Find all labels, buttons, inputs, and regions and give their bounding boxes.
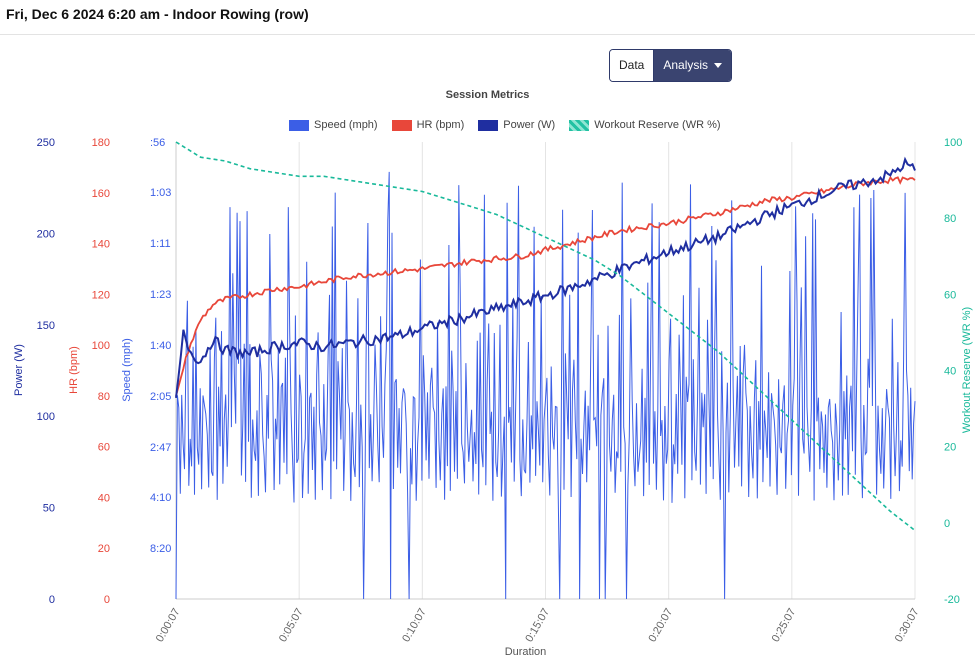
legend-swatch-hr xyxy=(391,119,412,131)
hr-tick-label: 100 xyxy=(92,340,110,352)
power-tick-label: 200 xyxy=(37,228,55,240)
wr-tick-label: 60 xyxy=(944,289,956,301)
wr-axis-title: Workout Reserve (WR %) xyxy=(961,307,973,433)
power-tick-label: 150 xyxy=(37,320,55,332)
caret-down-icon xyxy=(714,63,723,68)
legend-item-speed[interactable]: Speed (mph) xyxy=(289,119,378,131)
speed-tick-label: 1:03 xyxy=(150,187,171,199)
chart-title: Session Metrics xyxy=(445,89,530,101)
x-tick-label: 0:20:07 xyxy=(647,607,676,645)
speed-tick-label: 1:40 xyxy=(150,340,171,352)
view-toggle: Data Analysis xyxy=(609,49,733,82)
wr-tick-label: 100 xyxy=(944,137,962,149)
hr-tick-label: 120 xyxy=(92,289,110,301)
speed-tick-label: 1:23 xyxy=(150,289,171,301)
wr-tick-label: 0 xyxy=(944,518,950,530)
hr-tick-label: 160 xyxy=(92,188,110,200)
wr-series-line xyxy=(175,141,916,532)
activity-title: Fri, Dec 6 2024 6:20 am - Indoor Rowing … xyxy=(6,6,309,22)
speed-tick-label: 8:20 xyxy=(150,543,171,555)
hr-axis-title: HR (bpm) xyxy=(68,346,80,394)
data-button[interactable]: Data xyxy=(610,50,655,81)
hr-tick-label: 80 xyxy=(98,391,110,403)
x-tick-label: 0:00:07 xyxy=(154,607,183,645)
hr-tick-label: 40 xyxy=(98,492,110,504)
legend-swatch-power xyxy=(478,119,499,131)
legend-item-wr[interactable]: Workout Reserve (WR %) xyxy=(569,119,721,131)
speed-tick-label: :56 xyxy=(150,137,165,149)
power-axis-title: Power (W) xyxy=(13,344,25,396)
legend-item-power[interactable]: Power (W) xyxy=(478,119,555,131)
wr-tick-label: 20 xyxy=(944,442,956,454)
legend-label-power: Power (W) xyxy=(503,119,556,131)
power-tick-label: 50 xyxy=(43,503,55,515)
legend-label-speed: Speed (mph) xyxy=(314,119,378,131)
legend-swatch-speed xyxy=(289,119,309,131)
hr-series-line xyxy=(175,175,916,397)
hr-tick-label: 140 xyxy=(92,239,110,251)
wr-tick-label: 40 xyxy=(944,366,956,378)
power-tick-label: 100 xyxy=(37,411,55,423)
legend-item-hr[interactable]: HR (bpm) xyxy=(391,119,465,131)
legend-label-hr: HR (bpm) xyxy=(416,119,465,131)
wr-tick-label: 80 xyxy=(944,213,956,225)
legend-label-wr: Workout Reserve (WR %) xyxy=(594,119,721,131)
power-tick-label: 0 xyxy=(49,594,55,606)
legend-swatch-wr xyxy=(569,119,590,131)
analysis-label: Analysis xyxy=(663,58,709,72)
x-tick-label: 0:10:07 xyxy=(400,607,429,645)
x-tick-label: 0:15:07 xyxy=(523,607,552,645)
wr-tick-label: -20 xyxy=(944,594,960,606)
power-tick-label: 250 xyxy=(37,137,55,149)
speed-tick-label: 2:05 xyxy=(150,391,171,403)
activity-header: Fri, Dec 6 2024 6:20 am - Indoor Rowing … xyxy=(0,0,975,35)
speed-tick-label: 1:11 xyxy=(150,238,171,250)
hr-tick-label: 20 xyxy=(98,543,110,555)
power-series-line xyxy=(175,156,916,399)
speed-tick-label: 4:10 xyxy=(150,492,171,504)
chart-legend: Speed (mph) HR (bpm) Power (W) Workout R… xyxy=(289,119,721,131)
x-axis-title: Duration xyxy=(505,646,547,658)
hr-tick-label: 60 xyxy=(98,442,110,454)
analysis-dropdown-button[interactable]: Analysis xyxy=(654,50,732,81)
hr-tick-label: 180 xyxy=(92,137,110,149)
x-tick-label: 0:30:07 xyxy=(893,607,922,645)
x-tick-label: 0:05:07 xyxy=(277,607,306,645)
x-tick-label: 0:25:07 xyxy=(770,607,799,645)
speed-axis-title: Speed (mph) xyxy=(121,338,133,402)
hr-tick-label: 0 xyxy=(104,594,110,606)
speed-series-line xyxy=(175,171,916,600)
speed-tick-label: 2:47 xyxy=(150,442,171,454)
